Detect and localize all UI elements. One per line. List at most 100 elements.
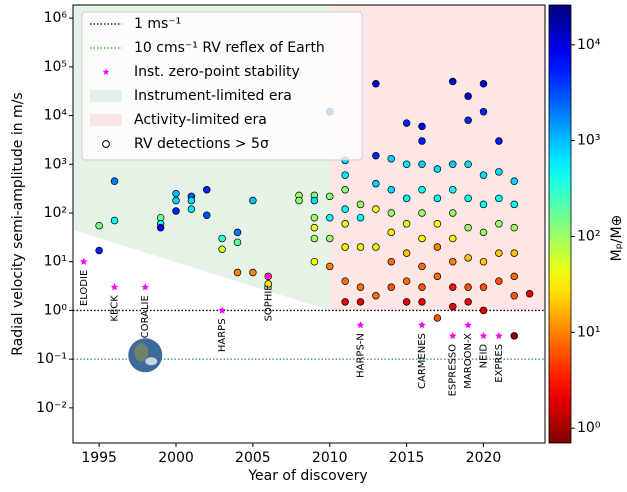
legend-box xyxy=(81,11,363,161)
colorbar-label: Mₚ/M⊕ xyxy=(609,215,625,262)
data-point xyxy=(326,262,334,271)
data-point xyxy=(495,137,503,145)
x-tick-label: 2000 xyxy=(158,450,194,466)
data-point xyxy=(402,160,411,169)
data-point xyxy=(402,298,411,306)
data-point xyxy=(510,200,519,209)
data-point xyxy=(172,189,180,198)
data-point xyxy=(387,186,396,194)
data-point xyxy=(464,298,472,306)
data-point xyxy=(249,196,257,205)
data-point xyxy=(172,207,180,215)
legend-label: Instrument-limited era xyxy=(134,88,292,104)
data-point xyxy=(418,186,426,194)
data-point xyxy=(387,228,396,237)
data-point xyxy=(402,194,411,203)
data-point xyxy=(510,332,519,340)
data-point xyxy=(156,223,165,232)
data-point xyxy=(449,77,457,86)
earth-land xyxy=(134,343,149,362)
data-point xyxy=(418,283,426,291)
instrument-label: ESPRESSO xyxy=(448,344,459,397)
data-point xyxy=(310,257,319,266)
data-point xyxy=(295,196,303,205)
y-tick-label: 10⁻¹ xyxy=(36,351,67,367)
data-point xyxy=(449,209,457,217)
data-point xyxy=(387,257,396,266)
region xyxy=(329,5,545,311)
instrument-label: EXPRES xyxy=(494,344,505,383)
data-point xyxy=(356,283,365,291)
data-point xyxy=(264,280,273,288)
data-point xyxy=(525,289,534,298)
data-point xyxy=(356,243,365,251)
data-point xyxy=(449,283,457,291)
data-point xyxy=(510,292,519,300)
instrument-label: HARPS xyxy=(217,318,228,352)
y-axis-label: Radial velocity semi-amplitude in m/s xyxy=(10,92,26,355)
data-point xyxy=(203,186,211,194)
data-point xyxy=(326,234,334,243)
legend-patch xyxy=(90,114,122,126)
data-point xyxy=(510,272,519,281)
y-tick-label: 10⁵ xyxy=(44,59,67,75)
data-point xyxy=(341,298,349,306)
y-tick-label: 10¹ xyxy=(44,254,67,270)
data-point xyxy=(418,298,426,306)
legend: 1 ms⁻¹ 10 cms⁻¹ RV reflex of Earth Inst. z… xyxy=(81,11,363,161)
data-point xyxy=(464,160,472,169)
data-point xyxy=(402,220,411,228)
data-point xyxy=(464,283,472,291)
instrument-marker xyxy=(141,283,150,291)
y-tick-label: 10² xyxy=(44,205,67,221)
data-point xyxy=(495,220,503,228)
x-tick-label: 2020 xyxy=(466,450,502,466)
x-tick-label: 2010 xyxy=(312,450,348,466)
data-point xyxy=(310,223,319,232)
instrument-label: CORALIE xyxy=(140,295,151,338)
instrument-marker xyxy=(218,306,226,314)
data-point xyxy=(341,243,349,251)
data-point xyxy=(433,194,442,203)
data-point xyxy=(510,223,519,232)
legend-label: RV detections > 5σ xyxy=(134,136,269,152)
instrument-label: NEID xyxy=(479,344,490,369)
colorbar-tick-label: 10³ xyxy=(577,133,600,149)
data-point xyxy=(510,177,519,185)
data-point xyxy=(326,192,334,201)
instrument-marker xyxy=(356,321,365,329)
data-point xyxy=(356,213,365,222)
legend-patch xyxy=(90,90,122,102)
x-tick-label: 2005 xyxy=(235,450,271,466)
data-point xyxy=(218,234,226,243)
y-tick-label: 10³ xyxy=(44,156,67,172)
instrument-label: KECK xyxy=(110,295,121,322)
data-point xyxy=(495,277,503,285)
x-tick-label: 1995 xyxy=(81,450,117,466)
data-point xyxy=(172,196,180,205)
data-point xyxy=(510,249,519,257)
data-point xyxy=(187,196,196,205)
data-point xyxy=(341,186,349,194)
instrument-marker xyxy=(479,331,488,340)
data-point xyxy=(372,205,380,213)
data-point xyxy=(387,209,396,217)
data-point xyxy=(449,186,457,194)
x-axis-label: Year of discovery xyxy=(247,468,367,484)
data-point xyxy=(449,234,457,243)
data-point xyxy=(310,196,319,205)
data-point xyxy=(341,277,349,285)
instrument-marker xyxy=(110,283,119,291)
y-tick-label: 10⁰ xyxy=(44,302,68,318)
data-point xyxy=(479,107,488,116)
colorbar-tick-label: 10⁰ xyxy=(577,420,601,436)
data-point xyxy=(479,257,488,266)
data-point xyxy=(341,220,349,228)
data-point xyxy=(464,116,472,125)
data-point xyxy=(464,254,472,262)
y-tick-label: 10⁻² xyxy=(36,400,67,416)
legend-marker xyxy=(102,140,110,148)
earth-cloud xyxy=(145,357,158,366)
legend-label: Activity-limited era xyxy=(134,112,267,128)
data-point xyxy=(495,168,503,176)
